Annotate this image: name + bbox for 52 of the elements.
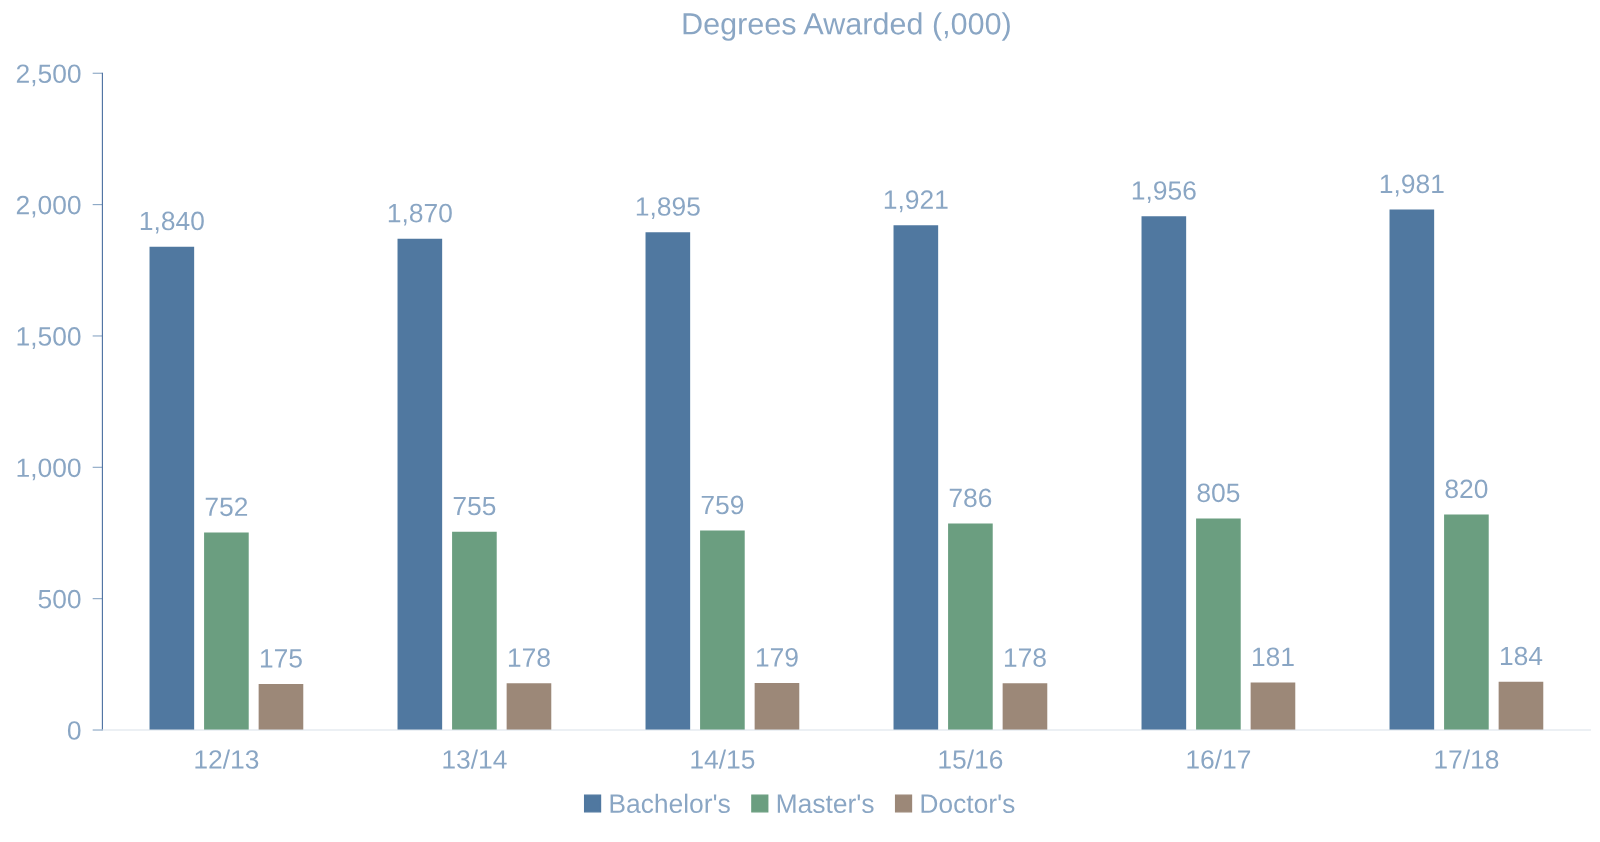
bar [1498, 681, 1544, 731]
legend-label: Doctor's [921, 794, 1015, 814]
x-tick-label: 12/13 [195, 749, 259, 769]
data-label: 755 [453, 496, 496, 516]
data-label: 184 [1500, 646, 1543, 666]
y-tick-label: 500 [38, 589, 81, 609]
data-label: 805 [1197, 483, 1240, 503]
bar [1444, 514, 1489, 731]
chart-title: Degrees Awarded (,000) [683, 12, 1010, 41]
bar [1141, 216, 1187, 731]
x-tick-label: 16/17 [1187, 749, 1251, 769]
bar [1250, 682, 1296, 731]
data-label: 752 [205, 497, 248, 517]
bar [204, 532, 249, 731]
data-label: 786 [949, 488, 992, 508]
data-label: 1,956 [1132, 181, 1196, 203]
data-label: 820 [1445, 479, 1488, 499]
data-label: 1,870 [388, 203, 452, 226]
bar [149, 246, 195, 731]
bar [754, 682, 800, 731]
bar [1196, 518, 1241, 731]
data-label: 1,895 [636, 197, 700, 219]
bar [948, 523, 993, 731]
bar [506, 683, 552, 731]
data-label: 1,840 [140, 211, 204, 234]
bar [1389, 209, 1435, 731]
legend-label: Master's [777, 794, 874, 814]
data-label: 175 [260, 649, 302, 668]
y-tick-label: 2,000 [16, 195, 81, 218]
data-label: 179 [756, 647, 798, 667]
x-tick-label: 14/15 [691, 749, 755, 769]
bar [893, 225, 939, 731]
bar [1002, 683, 1048, 731]
data-label: 759 [701, 495, 744, 515]
bar [258, 684, 304, 731]
y-tick-label: 2,500 [16, 64, 81, 87]
data-label: 1,921 [884, 190, 948, 213]
x-tick-label: 15/16 [939, 749, 1003, 769]
data-label: 1,981 [1380, 174, 1444, 197]
bar [452, 531, 497, 731]
data-label: 178 [1004, 648, 1046, 667]
bar [645, 232, 691, 731]
legend-label: Bachelor's [610, 793, 730, 814]
data-label: 178 [508, 648, 550, 667]
x-tick-label: 13/14 [443, 749, 507, 769]
data-label: 181 [1252, 647, 1294, 667]
y-tick-label: 1,000 [17, 458, 81, 481]
bar [700, 530, 745, 731]
x-tick-label: 17/18 [1435, 749, 1499, 769]
y-tick-label: 0 [67, 721, 81, 740]
bar [397, 238, 443, 731]
y-tick-label: 1,500 [17, 327, 81, 349]
